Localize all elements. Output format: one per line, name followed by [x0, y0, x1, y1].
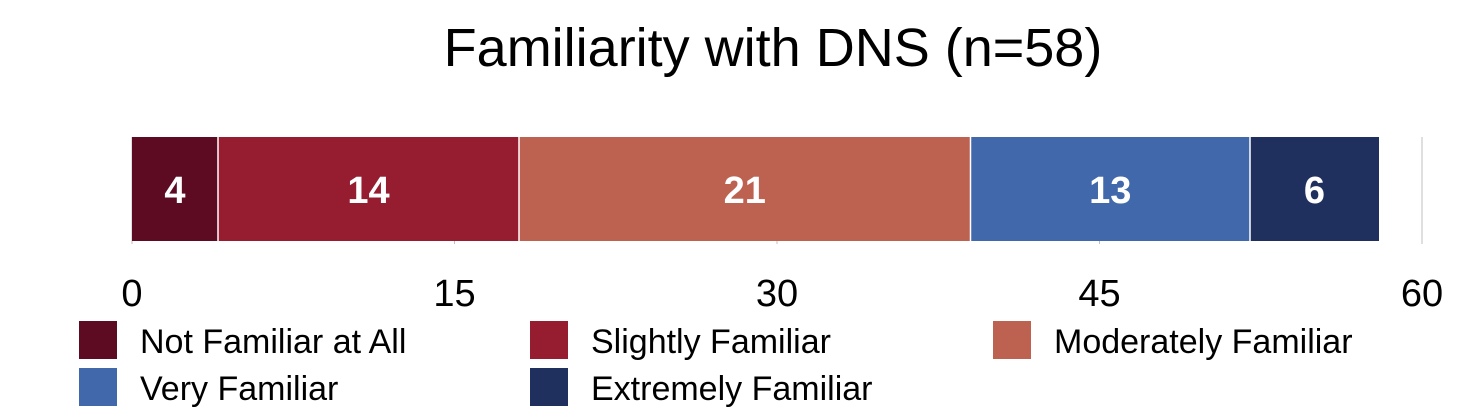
data-label-2: 21 — [724, 170, 766, 212]
legend: Not Familiar at All Slightly Familiar Mode… — [79, 321, 1353, 408]
legend-label-1: Slightly Familiar — [591, 323, 831, 361]
legend-item-3: Very Familiar — [79, 368, 338, 408]
legend-label-0: Not Familiar at All — [140, 323, 406, 361]
legend-item-1: Slightly Familiar — [530, 321, 831, 361]
legend-label-4: Extremely Familiar — [591, 370, 872, 408]
bar-segment-3 — [970, 137, 1250, 241]
legend-label-3: Very Familiar — [140, 370, 338, 408]
legend-item-0: Not Familiar at All — [79, 321, 406, 361]
data-label-4: 6 — [1304, 170, 1325, 212]
tick-label-0: 0 — [121, 273, 142, 315]
legend-swatch-3 — [79, 368, 117, 406]
legend-item-4: Extremely Familiar — [530, 368, 872, 408]
legend-swatch-4 — [530, 368, 568, 406]
x-axis-ticks: 0 15 30 45 60 — [121, 273, 1443, 315]
legend-swatch-2 — [993, 321, 1031, 359]
legend-item-2: Moderately Familiar — [993, 321, 1353, 361]
tick-label-1: 15 — [433, 273, 475, 315]
tick-label-3: 45 — [1078, 273, 1120, 315]
bar-segments: 4 14 21 13 6 — [132, 137, 1379, 241]
tick-label-4: 60 — [1401, 273, 1443, 315]
legend-label-2: Moderately Familiar — [1054, 323, 1353, 361]
chart-title: Familiarity with DNS (n=58) — [444, 18, 1103, 78]
data-label-1: 14 — [347, 170, 389, 212]
bar-segment-0 — [132, 137, 218, 241]
legend-swatch-1 — [530, 321, 568, 359]
bar-segment-2 — [519, 137, 971, 241]
data-label-0: 4 — [164, 170, 185, 212]
bar-segment-4 — [1250, 137, 1379, 241]
bar-segment-1 — [218, 137, 519, 241]
legend-swatch-0 — [79, 321, 117, 359]
tick-label-2: 30 — [756, 273, 798, 315]
data-label-3: 13 — [1089, 170, 1131, 212]
